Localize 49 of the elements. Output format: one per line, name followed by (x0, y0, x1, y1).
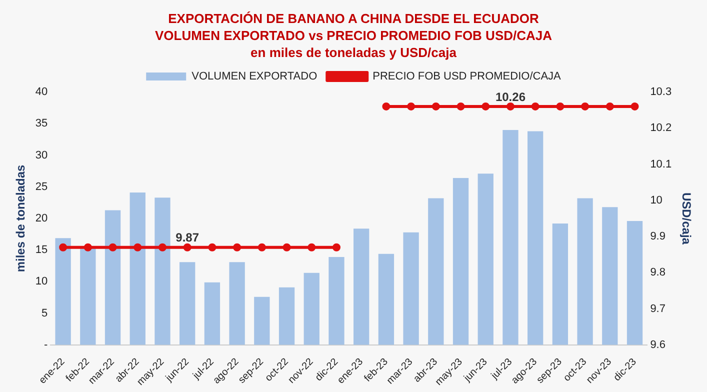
y-tick-label: 15 (35, 244, 48, 256)
y-axis-title: miles de toneladas (14, 164, 28, 272)
bar (229, 262, 245, 345)
bar (428, 198, 444, 345)
bar (602, 207, 618, 345)
legend-label: VOLUMEN EXPORTADO (192, 70, 318, 83)
bar (354, 228, 370, 345)
bar (80, 248, 96, 345)
bar (104, 210, 121, 345)
y-tick-label: 40 (35, 86, 48, 98)
y2-tick-label: 10.3 (650, 86, 672, 98)
bar (626, 221, 643, 345)
bar (502, 130, 518, 345)
y-tick-label: 35 (35, 118, 48, 130)
y2-tick-label: 10.2 (650, 122, 672, 134)
y2-tick-label: 9.9 (650, 230, 666, 243)
bar (577, 198, 593, 345)
y2-axis-title: USD/caja (679, 192, 694, 245)
bar (278, 287, 295, 345)
y-tick-label: 30 (35, 149, 48, 162)
bar (254, 296, 270, 345)
y2-tick-label: 9.7 (650, 302, 666, 315)
bar (154, 198, 170, 345)
y-tick-label: 5 (42, 307, 48, 320)
legend-label: PRECIO FOB USD PROMEDIO/CAJA (372, 70, 562, 83)
bar (55, 238, 71, 345)
bar (452, 178, 469, 345)
y2-tick-label: 9.8 (650, 266, 666, 279)
bar (304, 272, 320, 345)
bar (552, 224, 568, 345)
bar (528, 131, 544, 345)
y2-tick-label: 10 (650, 194, 662, 206)
y2-tick-label: 9.6 (650, 338, 666, 351)
chart-title: EXPORTACIÓN DE BANANO A CHINA DESDE EL ECUADOR (167, 10, 540, 27)
bar (180, 262, 196, 345)
y-tick-label: - (44, 338, 48, 351)
y2-tick-label: 10.1 (650, 158, 672, 170)
bar (478, 174, 494, 345)
bar (328, 257, 344, 345)
chart-subtitle: VOLUMEN EXPORTADO vs PRECIO PROMEDIO FOB USD/CAJA en miles de toneladas y USD/caja (154, 27, 554, 61)
bar (130, 192, 146, 345)
bar (403, 232, 419, 345)
bar (378, 254, 394, 345)
bar (204, 282, 220, 345)
data-label: 9.87 (176, 230, 200, 245)
data-label: 10.26 (495, 90, 526, 104)
y-tick-label: 25 (35, 180, 48, 193)
y-tick-label: 20 (35, 212, 48, 224)
y-tick-label: 10 (35, 276, 48, 288)
